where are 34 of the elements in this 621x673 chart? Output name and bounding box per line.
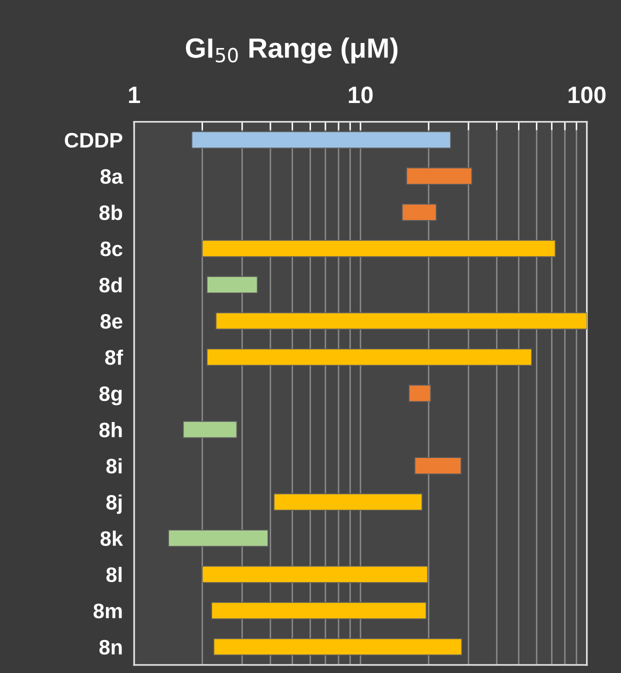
- y-tick-label: 8a: [100, 169, 124, 184]
- bar: [202, 240, 556, 258]
- bar: [414, 457, 462, 474]
- bar: [213, 638, 462, 656]
- bar: [274, 493, 422, 511]
- y-tick-label: 8f: [105, 350, 124, 365]
- bar: [206, 276, 258, 294]
- chart-title: GI$_{50}$ Range (μM): [186, 38, 398, 64]
- x-tick-label: 100: [568, 86, 606, 104]
- bar: [216, 312, 587, 330]
- y-tick-label: 8n: [99, 640, 122, 655]
- bar: [211, 602, 427, 620]
- bar: [402, 204, 437, 221]
- y-tick-label: 8b: [99, 204, 122, 220]
- y-tick-label: 8g: [99, 386, 122, 406]
- bar: [406, 168, 472, 185]
- y-tick-label: 8d: [99, 277, 122, 292]
- y-tick-label: 8h: [99, 422, 122, 438]
- y-tick-label: 8j: [106, 494, 122, 514]
- y-tick-label: 8c: [100, 242, 122, 256]
- bar: [202, 566, 428, 583]
- bar: [192, 131, 451, 148]
- y-tick-label: 8k: [100, 530, 124, 546]
- y-tick-label: 8i: [106, 458, 122, 474]
- bar: [408, 384, 431, 402]
- y-tick-label: 8l: [106, 566, 122, 582]
- y-tick-label: 8e: [100, 314, 122, 329]
- bar: [206, 348, 532, 366]
- x-tick-label: 1: [129, 86, 140, 104]
- y-tick-label: 8m: [94, 604, 122, 618]
- bar: [182, 421, 238, 438]
- y-tick-label: CDDP: [64, 132, 122, 148]
- x-tick-label: 10: [348, 86, 373, 104]
- bar: [168, 530, 268, 547]
